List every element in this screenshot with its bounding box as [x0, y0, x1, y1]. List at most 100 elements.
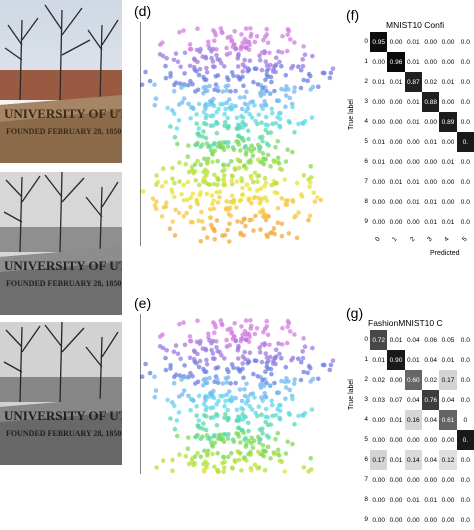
- cm-cell: 0.00: [372, 496, 385, 504]
- scatter-point: [273, 347, 279, 353]
- scatter-point: [215, 365, 221, 370]
- scatter-point: [239, 220, 245, 225]
- scatter-point: [154, 465, 159, 470]
- scatter-point: [194, 413, 199, 418]
- cm-cell: 0.: [456, 132, 474, 152]
- cm-cell: 0.01: [389, 416, 403, 424]
- scatter-point: [252, 462, 258, 468]
- scatter-point: [310, 53, 315, 59]
- scatter-point: [215, 413, 220, 418]
- scatter-point: [240, 185, 245, 191]
- scatter-point: [184, 210, 189, 216]
- scatter-point: [259, 395, 264, 400]
- scatter-point: [198, 144, 204, 150]
- scatter-point: [308, 164, 313, 169]
- cm-cell: 0.00: [389, 516, 403, 524]
- scatter-point: [278, 403, 283, 408]
- scatter-point: [292, 40, 297, 45]
- scatter-point: [285, 324, 290, 330]
- scatter-point: [170, 219, 176, 224]
- scatter-point: [205, 169, 210, 175]
- cm-f-ylabel: True label: [348, 99, 355, 130]
- scatter-point: [260, 430, 265, 436]
- scatter-point: [163, 63, 168, 69]
- scatter-point: [152, 82, 157, 87]
- scatter-point: [205, 461, 210, 467]
- scatter-point: [210, 405, 216, 410]
- scatter-point: [264, 198, 270, 204]
- scatter-point: [315, 195, 320, 200]
- scatter-point: [191, 356, 197, 362]
- cm-cell: 0.00: [389, 138, 403, 146]
- scatter-point: [212, 38, 217, 43]
- scatter-point: [194, 112, 199, 117]
- scatter-point: [305, 370, 310, 376]
- scatter-point: [187, 46, 193, 52]
- scatter-point: [265, 74, 271, 79]
- scatter-point: [220, 89, 226, 94]
- scatter-point: [200, 346, 205, 351]
- scatter-point: [220, 30, 225, 36]
- cm-cell: 0.0: [460, 396, 470, 404]
- cm-cell: 0.0: [460, 516, 470, 524]
- scatter-point: [172, 134, 178, 140]
- scatter-point: [282, 177, 287, 182]
- scatter-point: [203, 115, 209, 121]
- scatter-point: [192, 349, 198, 355]
- cm-cell: 0.01: [441, 356, 455, 364]
- scatter-point: [187, 42, 193, 47]
- scatter-point: [273, 413, 279, 418]
- sign-text-gray-2: UNIVERSITY OF UTAH: [4, 408, 122, 423]
- scatter-point: [227, 50, 233, 56]
- scatter-point: [201, 85, 206, 90]
- cm-cell: 0.00: [389, 496, 403, 504]
- scatter-point: [264, 32, 270, 37]
- scatter-point: [283, 202, 289, 207]
- scatter-point: [220, 393, 226, 399]
- scatter-point: [282, 87, 288, 93]
- scatter-point: [252, 395, 257, 400]
- scatter-point: [254, 358, 259, 364]
- scatter-point: [222, 173, 227, 178]
- scatter-point: [290, 396, 295, 402]
- scatter-point: [210, 150, 215, 156]
- cm-cell: 0.04: [424, 416, 437, 424]
- scatter-point: [223, 412, 228, 417]
- scatter-point: [328, 362, 334, 368]
- scatter-point: [243, 144, 248, 149]
- scatter-point: [215, 436, 221, 441]
- scatter-point: [279, 378, 284, 384]
- scatter-point: [157, 52, 163, 57]
- cm-g-title: FashionMNIST10 C: [368, 318, 443, 328]
- scatter-point: [194, 434, 199, 439]
- cm-cell: 0.00: [441, 98, 455, 106]
- scatter-point: [241, 375, 246, 381]
- scatter-point: [168, 363, 173, 368]
- scatter-point: [202, 395, 208, 400]
- scatter-point: [274, 390, 280, 396]
- scatter-point: [186, 101, 191, 107]
- cm-cell: 0.00: [389, 476, 403, 484]
- scatter-point: [163, 179, 169, 185]
- scatter-point: [222, 232, 228, 238]
- scatter-point: [175, 433, 180, 439]
- scatter-point: [221, 179, 227, 185]
- scatter-point: [226, 369, 231, 375]
- scatter-point: [301, 77, 306, 83]
- scatter-point: [172, 403, 177, 408]
- cm-cell: 0.00: [372, 198, 385, 206]
- scatter-point: [163, 204, 169, 209]
- scatter-point: [147, 370, 153, 376]
- scatter-point: [194, 404, 199, 409]
- scatter-point: [224, 100, 229, 106]
- cm-cell: 0.0: [460, 178, 470, 186]
- scatter-point: [248, 26, 253, 31]
- scatter-point: [229, 173, 235, 179]
- scatter-point: [249, 143, 254, 149]
- scatter-point: [306, 217, 311, 223]
- scatter-point: [284, 48, 290, 54]
- scatter-point: [212, 330, 217, 335]
- scatter-point: [214, 345, 219, 350]
- scatter-point: [231, 334, 237, 339]
- scatter-point: [252, 170, 258, 176]
